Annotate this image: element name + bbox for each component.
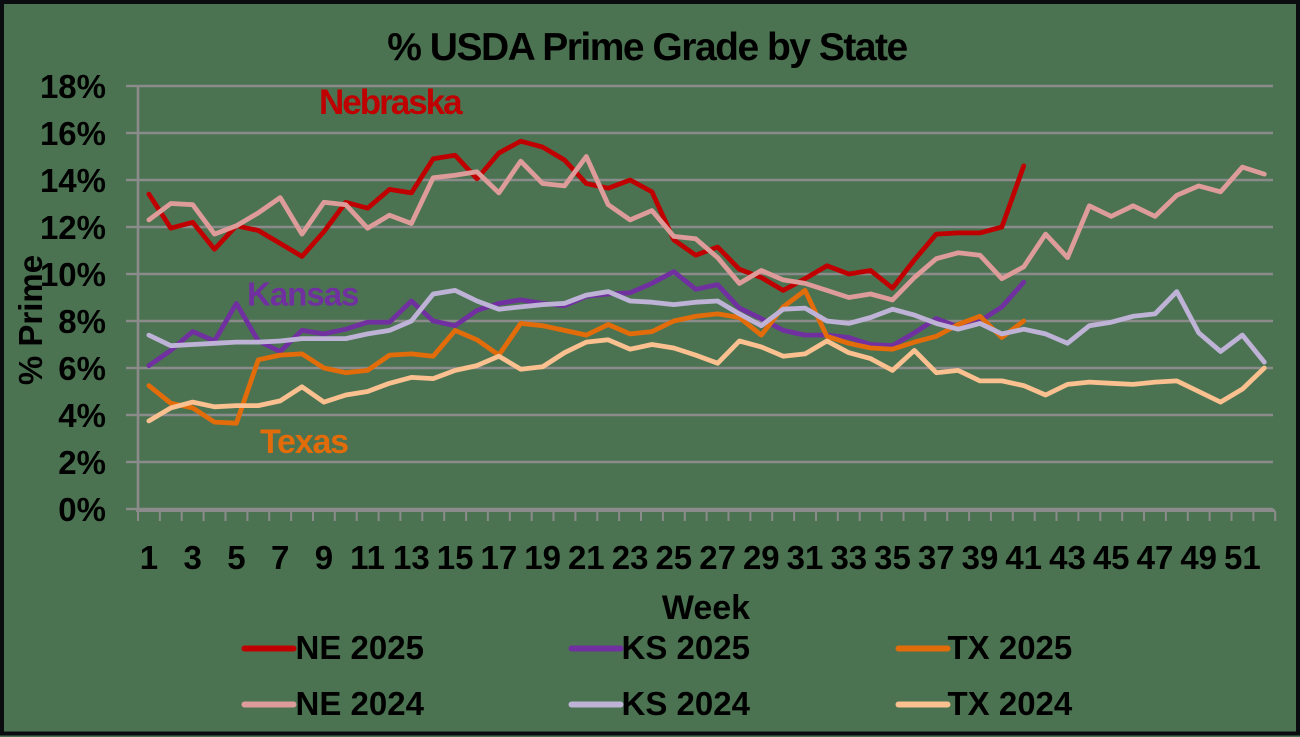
svg-text:29: 29 — [743, 539, 780, 576]
svg-text:17: 17 — [481, 539, 518, 576]
svg-text:5: 5 — [227, 539, 245, 576]
svg-text:Kansas: Kansas — [247, 276, 358, 313]
svg-text:Nebraska: Nebraska — [319, 83, 463, 122]
svg-text:39: 39 — [962, 539, 999, 576]
svg-text:8%: 8% — [58, 303, 106, 340]
svg-text:33: 33 — [830, 539, 867, 576]
svg-text:TX 2024: TX 2024 — [948, 685, 1073, 722]
svg-text:4%: 4% — [58, 397, 106, 434]
svg-text:12%: 12% — [40, 209, 106, 246]
svg-text:0%: 0% — [58, 491, 106, 528]
svg-text:13: 13 — [393, 539, 430, 576]
svg-text:49: 49 — [1180, 539, 1217, 576]
svg-text:NE 2024: NE 2024 — [296, 685, 425, 722]
svg-text:15: 15 — [437, 539, 474, 576]
svg-text:Texas: Texas — [260, 423, 348, 461]
svg-text:% Prime: % Prime — [12, 255, 49, 385]
svg-text:41: 41 — [1005, 539, 1042, 576]
svg-text:9: 9 — [315, 539, 333, 576]
svg-text:31: 31 — [787, 539, 824, 576]
svg-text:1: 1 — [140, 539, 158, 576]
svg-text:KS 2025: KS 2025 — [622, 629, 750, 666]
svg-text:16%: 16% — [40, 115, 106, 152]
svg-text:37: 37 — [918, 539, 955, 576]
svg-text:NE 2025: NE 2025 — [296, 629, 424, 666]
svg-text:2%: 2% — [58, 444, 106, 481]
svg-text:3: 3 — [184, 539, 202, 576]
svg-text:27: 27 — [699, 539, 736, 576]
svg-text:7: 7 — [271, 539, 289, 576]
svg-text:43: 43 — [1049, 539, 1086, 576]
svg-text:25: 25 — [655, 539, 692, 576]
svg-text:TX 2025: TX 2025 — [948, 629, 1073, 666]
svg-text:35: 35 — [874, 539, 911, 576]
svg-text:21: 21 — [568, 539, 605, 576]
svg-text:18%: 18% — [40, 68, 106, 105]
svg-text:23: 23 — [612, 539, 649, 576]
svg-text:Week: Week — [662, 589, 750, 627]
svg-text:51: 51 — [1224, 539, 1261, 576]
svg-text:19: 19 — [524, 539, 561, 576]
svg-text:6%: 6% — [58, 350, 106, 387]
svg-text:45: 45 — [1093, 539, 1130, 576]
svg-text:% USDA Prime Grade by State: % USDA Prime Grade by State — [387, 26, 907, 69]
svg-text:KS 2024: KS 2024 — [622, 685, 751, 722]
svg-text:47: 47 — [1137, 539, 1174, 576]
svg-text:14%: 14% — [40, 162, 106, 199]
svg-text:11: 11 — [350, 539, 385, 576]
svg-text:10%: 10% — [40, 256, 106, 293]
